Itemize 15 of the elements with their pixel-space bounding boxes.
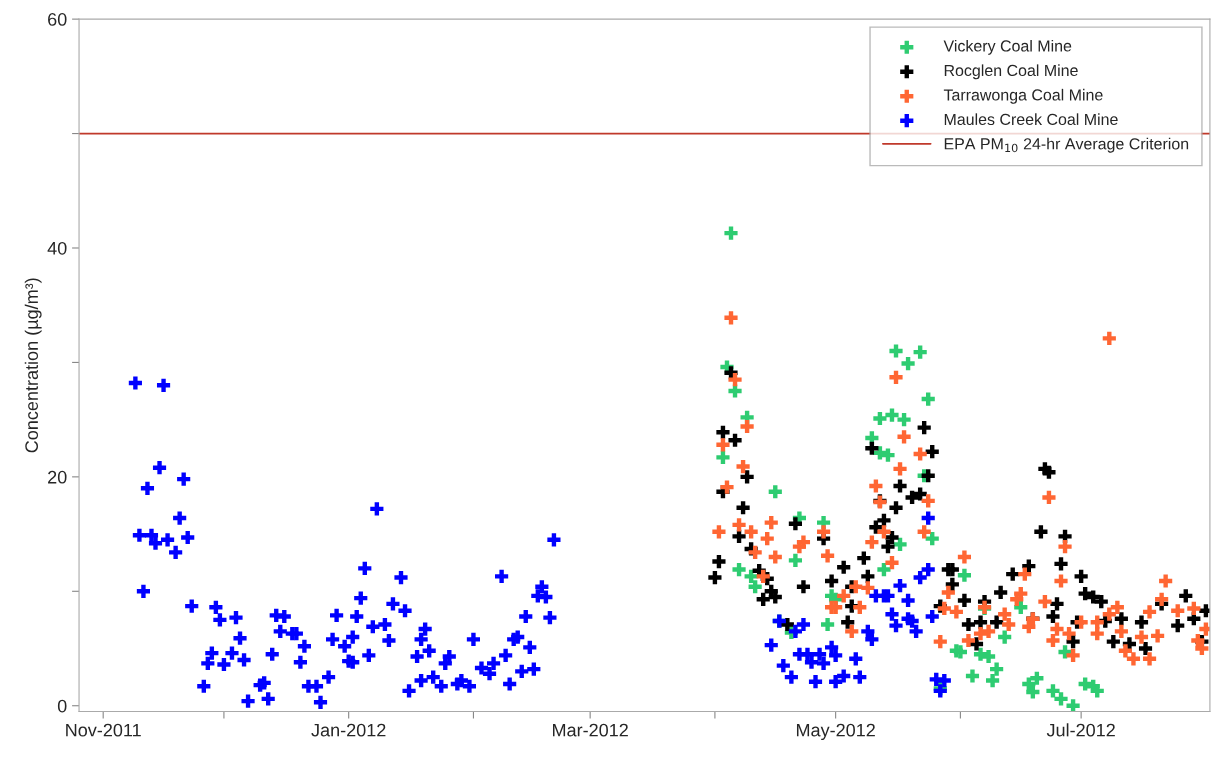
legend-label: Rocglen Coal Mine — [944, 64, 1078, 80]
x-tick-label: Jan-2012 — [311, 723, 386, 737]
x-tick-label: Nov-2011 — [66, 723, 141, 737]
y-axis-title: Concentration (µg/m³) — [24, 278, 42, 453]
x-tick-label: May-2012 — [796, 723, 875, 741]
legend-label: Maules Creek Coal Mine — [944, 113, 1118, 126]
legend-label: Vickery Coal Mine — [943, 39, 1072, 55]
x-tick-label: Jul-2012 — [1046, 723, 1115, 737]
legend-label: Tarrawonga Coal Mine — [943, 88, 1103, 104]
y-tick-label: 20 — [48, 470, 67, 484]
x-tick-label: Mar-2012 — [553, 723, 628, 737]
ref-line-label: EPA PM$_{10}$ 24-hr Average Criterion — [944, 137, 1189, 153]
y-tick-label: 60 — [48, 13, 67, 26]
y-tick-label: 40 — [47, 241, 67, 255]
y-tick-label: 0 — [57, 699, 67, 713]
